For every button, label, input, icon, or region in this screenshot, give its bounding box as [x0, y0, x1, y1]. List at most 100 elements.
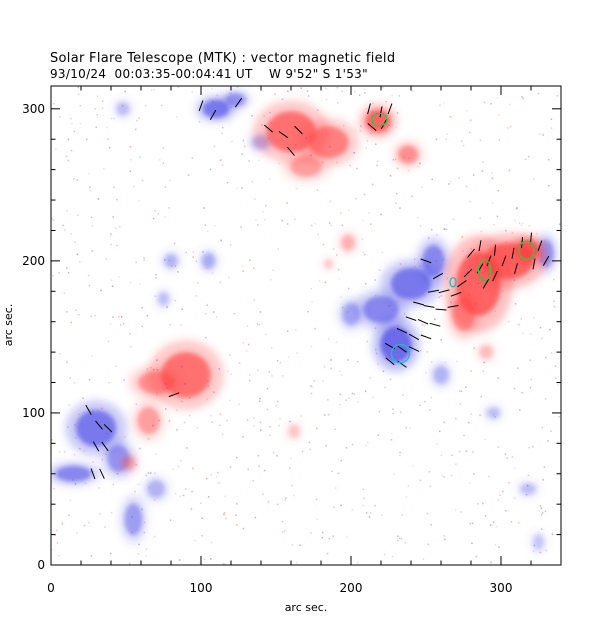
noise-dot — [263, 115, 265, 117]
noise-dot — [538, 133, 541, 135]
noise-dot — [236, 524, 238, 526]
noise-dot — [473, 347, 475, 349]
noise-dot — [348, 397, 350, 399]
noise-dot — [518, 222, 521, 225]
noise-dot — [109, 323, 112, 325]
noise-dot — [520, 318, 522, 320]
noise-dot — [490, 561, 492, 563]
noise-dot — [109, 552, 112, 555]
noise-dot — [269, 122, 272, 124]
noise-dot — [135, 261, 137, 264]
noise-dot — [397, 300, 400, 302]
noise-dot — [555, 377, 557, 379]
noise-dot — [77, 86, 80, 89]
noise-dot — [236, 503, 238, 505]
noise-dot — [558, 223, 561, 225]
noise-dot — [170, 265, 173, 267]
noise-dot — [53, 103, 55, 105]
noise-dot — [336, 102, 339, 104]
noise-dot — [70, 118, 72, 120]
noise-dot — [293, 127, 295, 129]
noise-dot — [450, 474, 453, 477]
noise-dot — [456, 360, 458, 362]
noise-dot — [424, 278, 427, 280]
subtitle-date: 93/10/24 — [50, 67, 107, 81]
noise-dot — [164, 186, 167, 188]
noise-dot — [51, 439, 53, 441]
noise-dot — [380, 213, 382, 216]
noise-dot — [123, 379, 125, 381]
noise-dot — [110, 279, 113, 281]
noise-dot — [279, 417, 281, 420]
noise-dot — [101, 407, 103, 410]
noise-dot — [540, 260, 542, 262]
noise-dot — [277, 400, 279, 403]
noise-dot — [179, 495, 181, 498]
noise-dot — [483, 101, 486, 103]
noise-dot — [90, 216, 93, 219]
noise-dot — [394, 158, 397, 161]
negative-polarity-core — [380, 326, 412, 363]
noise-dot — [517, 367, 519, 369]
noise-dot — [382, 370, 385, 372]
noise-dot — [362, 504, 364, 507]
noise-dot — [541, 513, 543, 516]
subtitle-time-range: 00:03:35-00:04:41 UT — [114, 67, 253, 81]
noise-dot — [52, 219, 55, 221]
noise-dot — [396, 324, 399, 327]
noise-dot — [161, 104, 163, 107]
noise-dot — [139, 283, 141, 285]
noise-dot — [338, 278, 341, 280]
positive-polarity-region — [131, 399, 166, 442]
noise-dot — [131, 516, 133, 518]
noise-dot — [293, 494, 295, 497]
noise-dot — [99, 513, 101, 515]
noise-dot — [281, 98, 284, 100]
noise-dot — [400, 537, 403, 540]
noise-dot — [462, 144, 465, 147]
noise-dot — [459, 390, 461, 392]
noise-dot — [549, 328, 551, 331]
noise-dot — [276, 455, 278, 457]
noise-dot — [443, 476, 445, 478]
noise-dot — [195, 260, 198, 263]
positive-polarity-core — [137, 406, 160, 435]
noise-dot — [211, 272, 214, 274]
field-vector — [492, 270, 498, 282]
chart-subtitle: 93/10/24 00:03:35-00:04:41 UT W 9'52" S … — [50, 67, 368, 81]
noise-dot — [173, 519, 175, 522]
negative-polarity-core — [532, 534, 545, 551]
noise-dot — [337, 268, 340, 271]
noise-dot — [388, 305, 390, 307]
noise-dot — [138, 200, 140, 202]
noise-dot — [296, 352, 298, 354]
field-vector — [103, 423, 113, 433]
noise-dot — [534, 247, 537, 250]
noise-dot — [375, 352, 378, 355]
noise-dot — [190, 509, 192, 511]
noise-dot — [244, 145, 246, 147]
noise-dot — [545, 356, 547, 359]
noise-dot — [509, 125, 512, 128]
noise-dot — [189, 414, 191, 417]
noise-dot — [276, 503, 279, 506]
noise-dot — [82, 397, 84, 399]
noise-dot — [295, 187, 297, 190]
noise-dot — [327, 399, 329, 401]
noise-dot — [276, 359, 279, 362]
noise-dot — [321, 161, 324, 163]
noise-dot — [55, 148, 57, 150]
x-tick-label: 0 — [47, 581, 55, 595]
noise-dot — [155, 274, 157, 276]
noise-dot — [218, 368, 220, 370]
noise-dot — [229, 399, 231, 402]
noise-dot — [405, 496, 408, 498]
noise-dot — [166, 387, 168, 389]
noise-dot — [120, 316, 123, 318]
noise-dot — [535, 250, 538, 253]
noise-dot — [148, 486, 151, 489]
noise-dot — [553, 300, 555, 302]
noise-dot — [395, 192, 398, 195]
negative-polarity-region — [119, 494, 148, 544]
field-vector — [263, 124, 274, 133]
